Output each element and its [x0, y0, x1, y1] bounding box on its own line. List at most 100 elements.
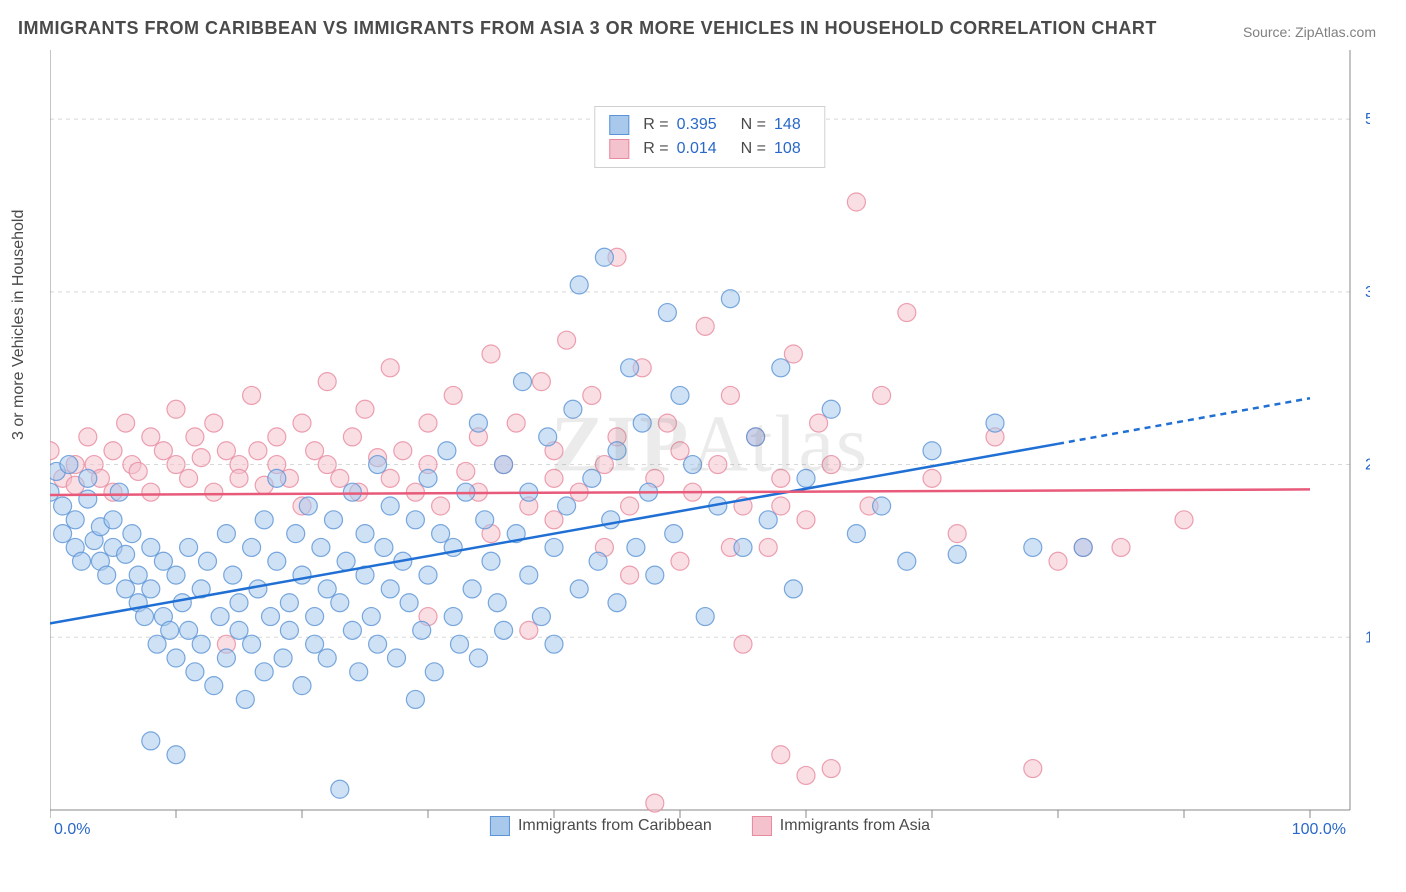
scatter-point: [350, 663, 368, 681]
scatter-point: [362, 608, 380, 626]
scatter-point: [217, 525, 235, 543]
legend-label-caribbean: Immigrants from Caribbean: [518, 817, 712, 835]
scatter-point: [381, 469, 399, 487]
scatter-point: [646, 794, 664, 812]
scatter-point: [205, 483, 223, 501]
scatter-point: [268, 469, 286, 487]
scatter-point: [79, 490, 97, 508]
scatter-point: [621, 566, 639, 584]
scatter-point: [211, 608, 229, 626]
scatter-point: [205, 677, 223, 695]
scatter-point: [142, 580, 160, 598]
scatter-point: [797, 766, 815, 784]
trend-line: [50, 489, 1310, 495]
scatter-point: [306, 608, 324, 626]
scatter-point: [79, 428, 97, 446]
scatter-point: [356, 525, 374, 543]
scatter-point: [224, 566, 242, 584]
scatter-point: [117, 414, 135, 432]
scatter-point: [243, 635, 261, 653]
scatter-point: [696, 317, 714, 335]
scatter-point: [73, 552, 91, 570]
scatter-point: [558, 497, 576, 515]
scatter-point: [419, 566, 437, 584]
scatter-point: [419, 414, 437, 432]
scatter-point: [734, 635, 752, 653]
scatter-point: [772, 497, 790, 515]
scatter-point: [117, 580, 135, 598]
scatter-point: [406, 690, 424, 708]
scatter-point: [570, 580, 588, 598]
scatter-point: [898, 304, 916, 322]
scatter-point: [784, 345, 802, 363]
scatter-point: [532, 373, 550, 391]
scatter-point: [432, 497, 450, 515]
scatter-point: [356, 400, 374, 418]
scatter-point: [608, 442, 626, 460]
scatter-point: [337, 552, 355, 570]
scatter-point: [545, 538, 563, 556]
scatter-point: [217, 649, 235, 667]
scatter-point: [608, 594, 626, 612]
scatter-point: [602, 511, 620, 529]
scatter-point: [205, 414, 223, 432]
scatter-point: [545, 469, 563, 487]
scatter-point: [948, 545, 966, 563]
scatter-point: [318, 456, 336, 474]
scatter-point: [772, 469, 790, 487]
scatter-point: [255, 511, 273, 529]
scatter-point: [476, 511, 494, 529]
y-axis-label: 3 or more Vehicles in Household: [10, 210, 28, 440]
scatter-point: [343, 621, 361, 639]
scatter-point: [369, 635, 387, 653]
scatter-point: [331, 780, 349, 798]
scatter-point: [236, 690, 254, 708]
scatter-point: [167, 649, 185, 667]
scatter-point: [381, 497, 399, 515]
scatter-point: [318, 580, 336, 598]
scatter-point: [589, 552, 607, 570]
scatter-point: [230, 469, 248, 487]
scatter-point: [797, 511, 815, 529]
scatter-point: [287, 525, 305, 543]
scatter-point: [180, 621, 198, 639]
x-tick-label: 0.0%: [54, 821, 90, 838]
scatter-point: [299, 497, 317, 515]
scatter-point: [167, 566, 185, 584]
legend-item-asia: Immigrants from Asia: [752, 816, 930, 836]
scatter-point: [847, 193, 865, 211]
scatter-point: [797, 469, 815, 487]
scatter-point: [873, 497, 891, 515]
scatter-point: [671, 386, 689, 404]
scatter-point: [318, 373, 336, 391]
scatter-point: [898, 552, 916, 570]
scatter-point: [192, 635, 210, 653]
scatter-point: [545, 511, 563, 529]
scatter-point: [873, 386, 891, 404]
scatter-point: [520, 566, 538, 584]
scatter-point: [293, 414, 311, 432]
scatter-point: [66, 511, 84, 529]
scatter-point: [154, 442, 172, 460]
scatter-point: [148, 635, 166, 653]
scatter-point: [104, 442, 122, 460]
scatter-point: [129, 462, 147, 480]
scatter-point: [671, 552, 689, 570]
scatter-point: [306, 635, 324, 653]
scatter-point: [136, 608, 154, 626]
scatter-point: [948, 525, 966, 543]
source-attribution: Source: ZipAtlas.com: [1243, 24, 1376, 40]
scatter-point: [520, 621, 538, 639]
r-value-caribbean: 0.395: [677, 113, 717, 137]
scatter-point: [595, 456, 613, 474]
scatter-point: [306, 442, 324, 460]
scatter-point: [759, 538, 777, 556]
scatter-point: [847, 525, 865, 543]
scatter-point: [331, 469, 349, 487]
scatter-point: [186, 428, 204, 446]
scatter-point: [923, 469, 941, 487]
scatter-point: [400, 594, 418, 612]
scatter-point: [621, 497, 639, 515]
scatter-point: [545, 635, 563, 653]
scatter-point: [280, 594, 298, 612]
